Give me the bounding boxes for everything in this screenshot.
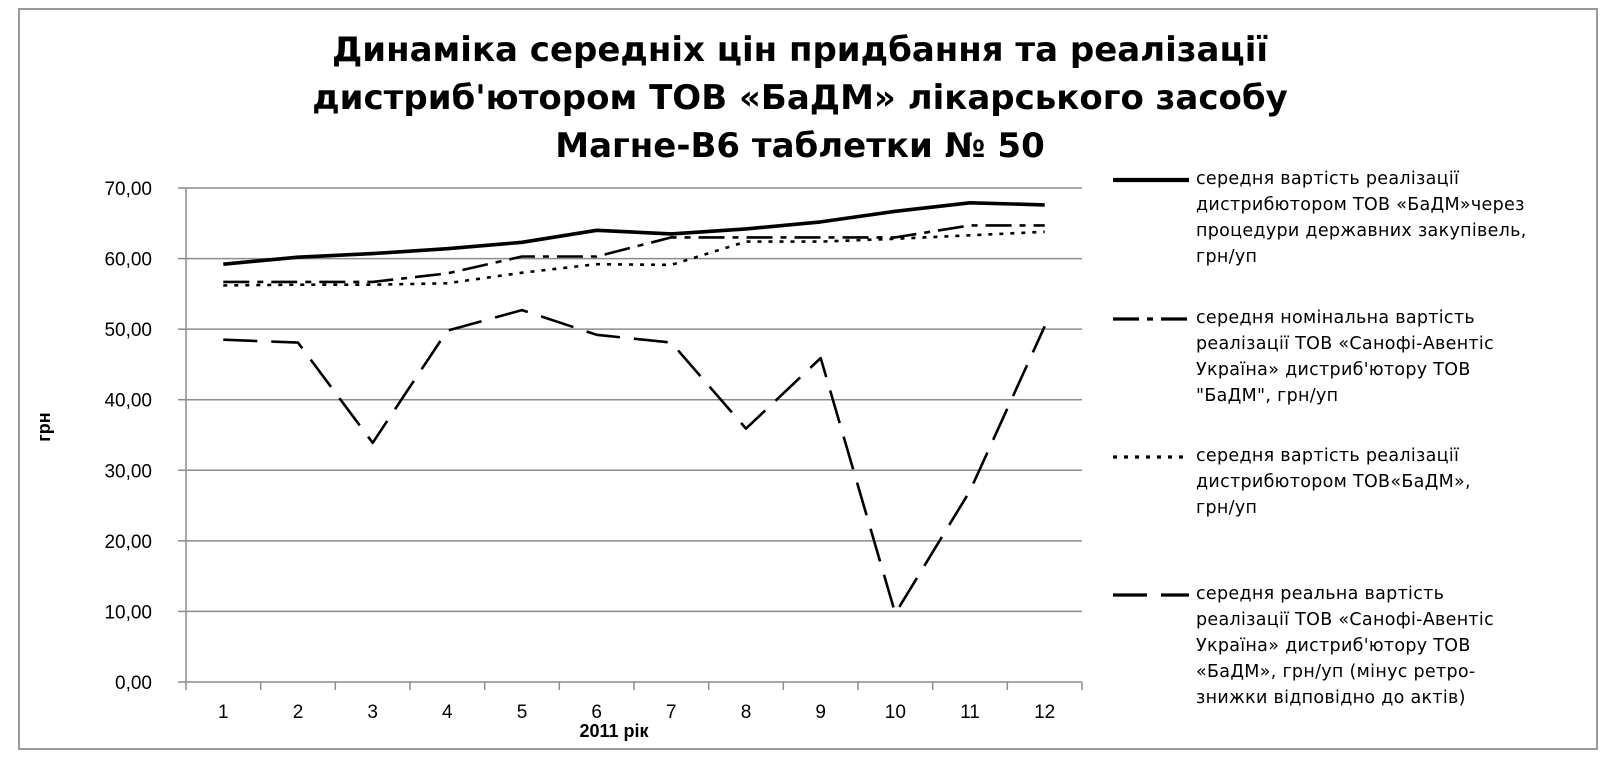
y-axis-label: грн: [34, 412, 54, 441]
x-tick-label: 7: [666, 702, 677, 723]
legend-line: реалізації ТОВ «Санофі-Авентіс: [1196, 610, 1495, 630]
legend-item-4: середня реальна вартість реалізації ТОВ «…: [1196, 581, 1494, 711]
legend-line: середня номінальна вартість: [1196, 308, 1475, 328]
x-axis-label: 2011 рік: [579, 721, 649, 741]
chart-title: Динаміка середніх цін придбання та реалі…: [250, 26, 1350, 170]
x-tick-label: 5: [517, 702, 528, 723]
axes: [178, 187, 1083, 690]
legend-line: реалізації ТОВ «Санофі-Авентіс: [1196, 334, 1495, 354]
series-line-4: [223, 308, 1046, 615]
series-line-2: [223, 224, 1045, 284]
y-tick-label: 20,00: [104, 532, 152, 553]
y-tick-label: 60,00: [104, 250, 152, 271]
chart-title-line-2: дистриб'ютором ТОВ «БаДМ» лікарського за…: [312, 78, 1288, 118]
chart-title-line-1: Динаміка середніх цін придбання та реалі…: [331, 30, 1269, 70]
x-tick-label: 12: [1034, 702, 1055, 723]
chart-title-line-3: Магне-В6 таблетки № 50: [555, 126, 1045, 166]
chart-frame: [18, 8, 1598, 750]
legend-line: процедури державних закупівель,: [1196, 221, 1527, 241]
x-tick-label: 1: [218, 702, 229, 723]
legend-line: дистрибютором ТОВ«БаДМ»,: [1196, 472, 1471, 492]
legend-line: Україна» дистриб'ютору ТОВ: [1196, 360, 1471, 380]
series-line-1: [223, 201, 1045, 266]
legend-line: дистрибютором ТОВ «БаДМ»через: [1196, 195, 1525, 215]
y-tick-labels: 0,00 10,00 20,00 30,00 40,00 50,00 60,00 70,00: [104, 179, 152, 694]
x-tick-label: 4: [442, 702, 453, 723]
y-tick-label: 30,00: [104, 461, 152, 482]
x-tick-label: 3: [367, 702, 378, 723]
legend-item-3: середня вартість реалізації дистрибютором…: [1196, 443, 1471, 521]
legend-item-1: середня вартість реалізації дистрибютором…: [1196, 166, 1527, 270]
legend-swatches: [1113, 177, 1189, 597]
y-tick-label: 10,00: [104, 602, 152, 623]
x-tick-labels: 1 2 3 4 5 6 7 8 9 10 11 12: [218, 702, 1055, 723]
x-tick-label: 10: [885, 702, 906, 723]
legend-item-2: середня номінальна вартість реалізації ТО…: [1196, 305, 1494, 409]
x-tick-label: 11: [960, 702, 980, 723]
y-tick-label: 70,00: [104, 179, 152, 200]
legend-line: середня вартість реалізації: [1196, 169, 1460, 189]
y-tick-label: 50,00: [104, 320, 152, 341]
y-tick-label: 40,00: [104, 391, 152, 412]
legend-line: середня вартість реалізації: [1196, 446, 1460, 466]
series-lines: [223, 201, 1046, 615]
x-tick-label: 9: [815, 702, 826, 723]
legend-line: грн/уп: [1196, 498, 1258, 518]
legend-line: знижки відповідно до актів): [1196, 688, 1466, 708]
y-tick-label: 0,00: [115, 673, 152, 694]
legend-line: грн/уп: [1196, 247, 1258, 267]
x-tick-label: 8: [741, 702, 752, 723]
x-tick-label: 6: [591, 702, 602, 723]
legend-line: середня реальна вартість: [1196, 584, 1445, 604]
gridlines: [186, 187, 1082, 613]
x-tick-label: 2: [293, 702, 304, 723]
legend-line: "БаДМ", грн/уп: [1196, 386, 1339, 406]
legend-line: Україна» дистриб'ютору ТОВ: [1196, 636, 1471, 656]
legend-line: «БаДМ», грн/уп (мінус ретро-: [1196, 662, 1476, 682]
